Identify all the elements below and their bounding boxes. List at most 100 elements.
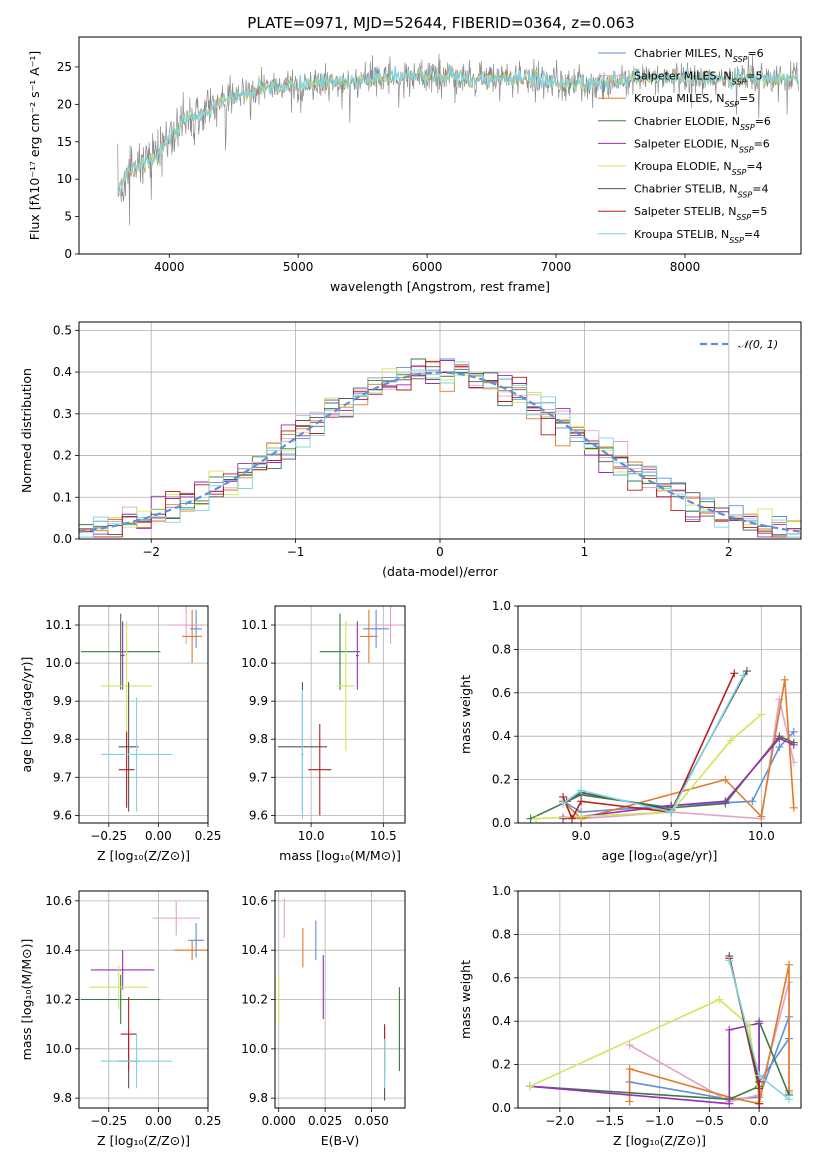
plot-area bbox=[526, 667, 798, 823]
y-axis-label: mass weight bbox=[458, 960, 473, 1039]
y-tick-label: 25 bbox=[57, 60, 72, 74]
weight-line bbox=[562, 672, 736, 821]
weight-marker bbox=[748, 797, 757, 806]
x-axis-label: Z [log₁₀(Z/Z⊙)] bbox=[97, 1133, 190, 1148]
weight-line bbox=[566, 670, 748, 811]
weight-marker bbox=[785, 960, 794, 969]
y-tick-label: 9.8 bbox=[53, 732, 72, 746]
x-tick-label: 0.00 bbox=[145, 1114, 172, 1128]
panel-weight-vs-age: 9.0 9.5 10.0 0.0 0.2 0.4 0.6 0.8 1.0 age [log₁₀(a… bbox=[458, 599, 802, 863]
weight-marker bbox=[789, 727, 798, 736]
y-tick-label: 5 bbox=[64, 210, 72, 224]
y-tick-label: 10.6 bbox=[241, 894, 268, 908]
normal-curve bbox=[79, 371, 801, 533]
weight-marker bbox=[625, 1097, 634, 1106]
weight-marker bbox=[726, 736, 735, 745]
y-tick-label: 10.0 bbox=[241, 1042, 268, 1056]
y-tick-label: 9.6 bbox=[53, 808, 72, 822]
errorbar-point bbox=[363, 609, 390, 648]
y-tick-label: 9.8 bbox=[249, 732, 268, 746]
y-tick-label: 0.6 bbox=[492, 686, 511, 700]
y-tick-label: 0.4 bbox=[492, 729, 511, 743]
weight-line bbox=[628, 964, 790, 1105]
legend-entry: Salpeter STELIB, NSSP=5 bbox=[634, 205, 767, 222]
weight-marker bbox=[757, 710, 766, 719]
y-tick-label: 10 bbox=[57, 172, 72, 186]
y-tick-label: 15 bbox=[57, 135, 72, 149]
x-axis-label: wavelength [Angstrom, rest frame] bbox=[330, 279, 550, 294]
weight-line bbox=[530, 735, 795, 820]
panel-age-vs-Z: −0.25 0.00 0.25 9.6 9.7 9.8 9.9 10.0 10.1 Z [log₁… bbox=[19, 605, 221, 863]
weight-marker bbox=[775, 743, 784, 752]
y-tick-label: 9.7 bbox=[53, 770, 72, 784]
y-tick-label: 9.9 bbox=[249, 694, 268, 708]
x-tick-label: −2 bbox=[142, 545, 160, 559]
y-tick-label: 10.2 bbox=[241, 993, 268, 1007]
x-tick-label: −2.0 bbox=[545, 1114, 574, 1128]
legend-entry: Chabrier MILES, NSSP=6 bbox=[634, 47, 764, 64]
x-tick-label: 10.0 bbox=[748, 829, 775, 843]
y-tick-label: 10.0 bbox=[45, 1042, 72, 1056]
y-tick-label: 0.3 bbox=[53, 407, 72, 421]
y-tick-label: 10.0 bbox=[45, 656, 72, 670]
legend-entry: Salpeter MILES, NSSP=5 bbox=[634, 70, 763, 87]
y-tick-label: 0.8 bbox=[492, 642, 511, 656]
errorbar-point bbox=[80, 613, 161, 690]
weight-marker bbox=[577, 786, 586, 795]
y-axis-label: mass weight bbox=[458, 675, 473, 754]
x-tick-label: 0.050 bbox=[354, 1114, 388, 1128]
y-tick-label: 10.1 bbox=[241, 618, 268, 632]
weight-marker bbox=[715, 995, 724, 1004]
weight-marker bbox=[532, 814, 541, 823]
axes-frame bbox=[78, 890, 209, 1109]
x-tick-label: 0.25 bbox=[195, 1114, 222, 1128]
y-tick-label: 0.2 bbox=[492, 1058, 511, 1072]
weight-marker bbox=[757, 812, 766, 821]
errorbar-point bbox=[100, 697, 173, 812]
errorbar-point bbox=[120, 621, 125, 690]
legend-entry: Chabrier ELODIE, NSSP=6 bbox=[634, 115, 771, 132]
figure-title: PLATE=0971, MJD=52644, FIBERID=0364, z=0… bbox=[247, 14, 634, 32]
errorbar-point bbox=[118, 731, 135, 808]
y-tick-label: 0.0 bbox=[492, 816, 511, 830]
legend-entry: Kroupa ELODIE, NSSP=4 bbox=[634, 160, 763, 177]
x-tick-label: 0.000 bbox=[262, 1114, 296, 1128]
plot-area bbox=[277, 606, 405, 820]
x-tick-label: −0.25 bbox=[90, 1114, 127, 1128]
y-tick-label: 9.7 bbox=[249, 770, 268, 784]
weight-marker bbox=[559, 814, 568, 823]
x-tick-label: 0.025 bbox=[308, 1114, 342, 1128]
y-tick-label: 10.4 bbox=[45, 943, 72, 957]
y-tick-label: 0.0 bbox=[53, 532, 72, 546]
y-axis-label: age [log₁₀(age/yr)] bbox=[19, 657, 34, 773]
weight-line bbox=[562, 675, 745, 814]
panel-mass-vs-EBV: 0.000 0.025 0.050 9.8 10.0 10.2 10.4 10.6 E(B-V) bbox=[241, 890, 406, 1148]
weight-line bbox=[562, 679, 795, 820]
x-axis-label: age [log₁₀(age/yr)] bbox=[602, 848, 718, 863]
errorbar-point bbox=[355, 621, 359, 690]
y-tick-label: 10.2 bbox=[45, 993, 72, 1007]
x-tick-label: 0.0 bbox=[750, 1114, 769, 1128]
data-spectrum bbox=[117, 53, 799, 226]
y-tick-label: 10.6 bbox=[45, 894, 72, 908]
model-spectrum bbox=[117, 66, 799, 196]
x-axis-label: E(B-V) bbox=[321, 1133, 360, 1148]
y-tick-label: 0.4 bbox=[492, 1014, 511, 1028]
model-spectrum bbox=[117, 64, 799, 195]
errorbar-point bbox=[100, 621, 153, 751]
x-axis-label: Z [log₁₀(Z/Z⊙)] bbox=[613, 1133, 706, 1148]
weight-line bbox=[562, 731, 795, 813]
plot-area bbox=[117, 53, 799, 226]
x-tick-label: 5000 bbox=[283, 260, 314, 274]
errorbar-point bbox=[152, 900, 201, 936]
axes-frame bbox=[274, 605, 406, 824]
panel-residuals: −2 −1 0 1 2 0.0 0.1 0.2 0.3 0.4 0.5 (data-model)/er… bbox=[19, 321, 802, 579]
panel-spectrum: 4000 5000 6000 7000 8000 0 5 10 15 20 25 wavelength… bbox=[27, 36, 802, 294]
weight-marker bbox=[625, 1041, 634, 1050]
weight-marker bbox=[755, 1071, 764, 1080]
panel-mass-vs-Z: −0.25 0.00 0.25 9.8 10.0 10.2 10.4 10.6 Z [log₁₀… bbox=[19, 890, 222, 1148]
errorbar-point bbox=[360, 609, 378, 664]
errorbar-point bbox=[308, 724, 332, 816]
x-tick-label: 10.5 bbox=[370, 829, 397, 843]
weight-line bbox=[529, 998, 760, 1102]
